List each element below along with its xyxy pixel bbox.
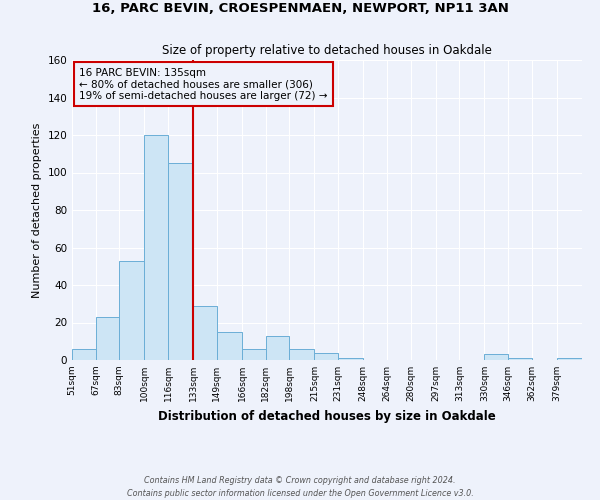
Bar	[266, 336, 289, 360]
Bar	[338, 358, 363, 360]
Text: Contains HM Land Registry data © Crown copyright and database right 2024.
Contai: Contains HM Land Registry data © Crown c…	[127, 476, 473, 498]
Bar	[193, 306, 217, 360]
Bar	[119, 260, 145, 360]
Bar	[557, 358, 582, 360]
Bar	[484, 354, 508, 360]
Y-axis label: Number of detached properties: Number of detached properties	[32, 122, 42, 298]
Bar	[314, 352, 338, 360]
Bar	[168, 163, 193, 360]
X-axis label: Distribution of detached houses by size in Oakdale: Distribution of detached houses by size …	[158, 410, 496, 422]
Bar	[508, 358, 532, 360]
Bar	[95, 317, 119, 360]
Bar	[242, 349, 266, 360]
Text: 16, PARC BEVIN, CROESPENMAEN, NEWPORT, NP11 3AN: 16, PARC BEVIN, CROESPENMAEN, NEWPORT, N…	[92, 2, 508, 16]
Bar	[145, 135, 168, 360]
Bar	[217, 332, 242, 360]
Title: Size of property relative to detached houses in Oakdale: Size of property relative to detached ho…	[162, 44, 492, 58]
Bar	[289, 349, 314, 360]
Text: 16 PARC BEVIN: 135sqm
← 80% of detached houses are smaller (306)
19% of semi-det: 16 PARC BEVIN: 135sqm ← 80% of detached …	[79, 68, 328, 100]
Bar	[72, 349, 95, 360]
